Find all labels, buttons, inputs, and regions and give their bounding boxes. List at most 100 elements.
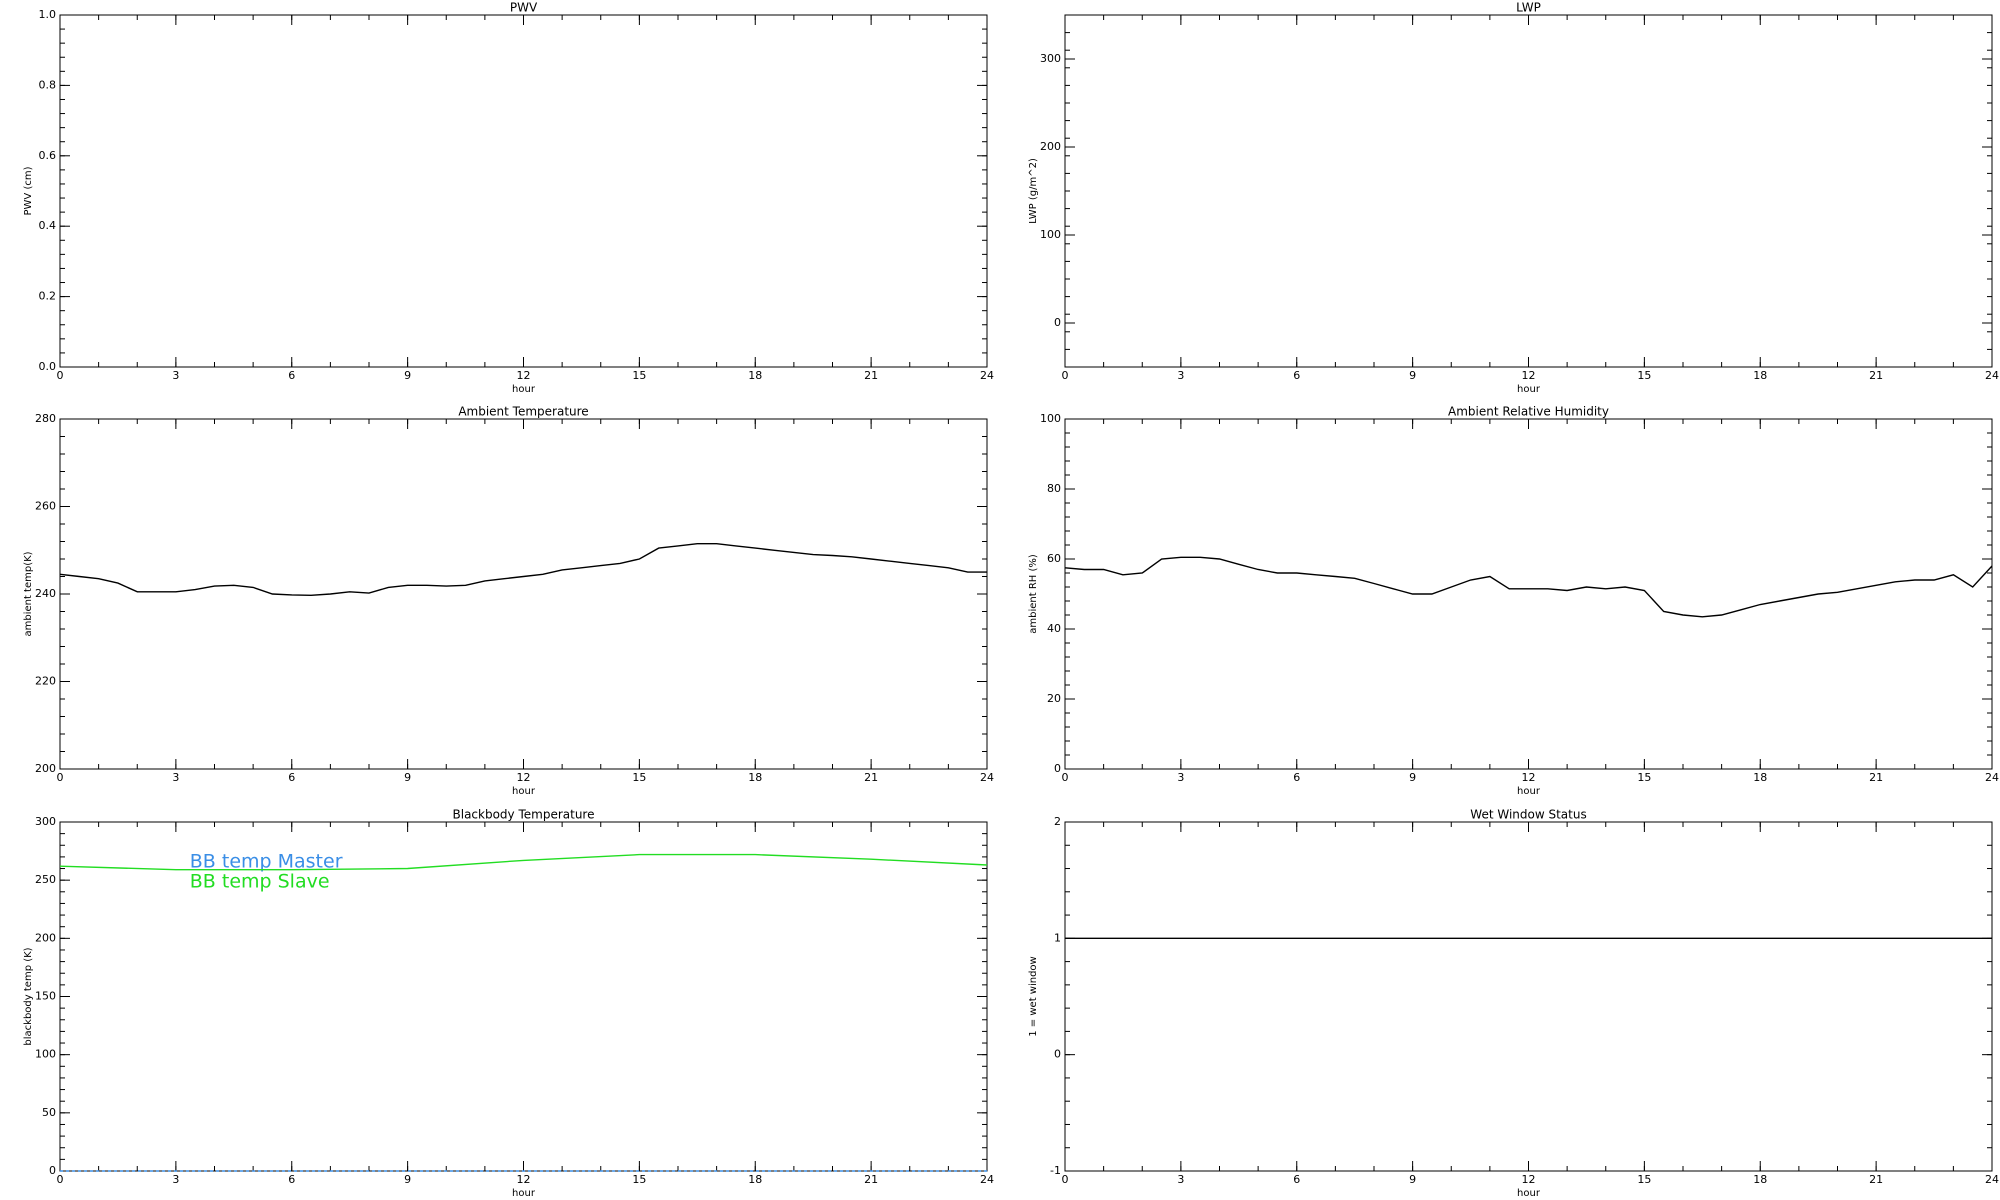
y-axis-label: 1 = wet window <box>1028 956 1039 1036</box>
y-tick-label: 80 <box>1047 482 1061 495</box>
x-tick-label: 18 <box>748 771 762 784</box>
x-tick-label: 12 <box>1522 1173 1536 1186</box>
plot-frame <box>59 418 988 770</box>
x-tick-label: 24 <box>980 771 994 784</box>
y-tick-label: 0 <box>1054 316 1061 329</box>
x-tick-label: 0 <box>57 369 64 382</box>
y-tick-label: 200 <box>35 931 56 944</box>
x-tick-label: 3 <box>1177 1173 1184 1186</box>
y-tick-label: 100 <box>1040 228 1061 241</box>
x-tick-label: 0 <box>57 1173 64 1186</box>
y-tick-label: 0.4 <box>39 219 57 232</box>
x-tick-label: 0 <box>1062 771 1069 784</box>
plot-frame <box>1064 418 1993 770</box>
x-tick-label: 15 <box>1637 369 1651 382</box>
y-tick-label: 2 <box>1054 815 1061 828</box>
x-tick-label: 0 <box>57 771 64 784</box>
x-axis-label: hour <box>1517 786 1541 797</box>
x-axis-label: hour <box>512 1188 536 1199</box>
y-tick-label: 60 <box>1047 552 1061 565</box>
y-tick-label: 0.8 <box>39 78 57 91</box>
y-tick-label: 1.0 <box>39 8 57 21</box>
x-tick-label: 15 <box>632 1173 646 1186</box>
chart-title: Wet Window Status <box>1470 808 1586 822</box>
y-tick-label: 0.2 <box>39 290 57 303</box>
chart-title: Ambient Temperature <box>458 405 588 419</box>
x-axis-label: hour <box>1517 1188 1541 1199</box>
y-tick-label: 250 <box>35 873 56 886</box>
x-tick-label: 6 <box>288 771 295 784</box>
y-tick-label: 0 <box>49 1164 56 1177</box>
chart-title: LWP <box>1516 1 1541 15</box>
x-tick-label: 6 <box>288 369 295 382</box>
y-axis-label: ambient temp(K) <box>23 551 34 636</box>
x-tick-label: 24 <box>1985 369 1999 382</box>
data-line <box>1064 556 1993 618</box>
x-tick-label: 21 <box>1869 1173 1883 1186</box>
data-line <box>59 543 987 597</box>
x-tick-label: 9 <box>1409 1173 1416 1186</box>
x-tick-label: 12 <box>517 1173 531 1186</box>
x-tick-label: 24 <box>980 1173 994 1186</box>
x-tick-label: 0 <box>1062 369 1069 382</box>
y-tick-label: 200 <box>1040 140 1061 153</box>
y-tick-label: 50 <box>42 1106 56 1119</box>
chart-title: Ambient Relative Humidity <box>1448 405 1609 419</box>
y-tick-label: 240 <box>35 587 56 600</box>
x-axis-label: hour <box>512 384 536 395</box>
x-tick-label: 24 <box>1985 1173 1999 1186</box>
y-tick-label: 200 <box>35 762 56 775</box>
x-tick-label: 9 <box>404 771 411 784</box>
x-tick-label: 24 <box>1985 771 1999 784</box>
y-tick-label: -1 <box>1050 1164 1061 1177</box>
plot-frame <box>1064 14 1993 368</box>
x-tick-label: 12 <box>517 771 531 784</box>
x-tick-label: 15 <box>1637 771 1651 784</box>
legend-entry: BB temp Master <box>190 851 343 873</box>
x-tick-label: 21 <box>864 771 878 784</box>
x-tick-label: 3 <box>1177 369 1184 382</box>
plot-frame <box>1064 821 1993 1172</box>
x-tick-label: 18 <box>1753 771 1767 784</box>
x-tick-label: 6 <box>1293 369 1300 382</box>
y-tick-label: 300 <box>35 815 56 828</box>
x-tick-label: 18 <box>748 369 762 382</box>
x-tick-label: 15 <box>1637 1173 1651 1186</box>
x-tick-label: 18 <box>748 1173 762 1186</box>
x-tick-label: 9 <box>1409 771 1416 784</box>
x-tick-label: 12 <box>1522 771 1536 784</box>
y-axis-label: LWP (g/m^2) <box>1028 158 1039 224</box>
x-tick-label: 6 <box>1293 1173 1300 1186</box>
x-tick-label: 21 <box>864 369 878 382</box>
x-tick-label: 3 <box>172 1173 179 1186</box>
y-tick-label: 220 <box>35 675 56 688</box>
plot-frame <box>59 14 988 368</box>
x-tick-label: 12 <box>517 369 531 382</box>
x-tick-label: 12 <box>1522 369 1536 382</box>
x-tick-label: 15 <box>632 771 646 784</box>
y-tick-label: 100 <box>1040 412 1061 425</box>
x-axis-label: hour <box>512 786 536 797</box>
x-tick-label: 21 <box>1869 771 1883 784</box>
y-tick-label: 20 <box>1047 692 1061 705</box>
y-tick-label: 260 <box>35 500 56 513</box>
x-tick-label: 18 <box>1753 1173 1767 1186</box>
y-tick-label: 1 <box>1054 931 1061 944</box>
x-axis-label: hour <box>1517 384 1541 395</box>
y-tick-label: 100 <box>35 1048 56 1061</box>
x-tick-label: 24 <box>980 369 994 382</box>
chart-title: Blackbody Temperature <box>453 808 595 822</box>
y-tick-label: 0.6 <box>39 149 57 162</box>
x-tick-label: 0 <box>1062 1173 1069 1186</box>
y-tick-label: 40 <box>1047 622 1061 635</box>
x-tick-label: 9 <box>404 369 411 382</box>
y-tick-label: 0 <box>1054 762 1061 775</box>
x-tick-label: 18 <box>1753 369 1767 382</box>
y-tick-label: 280 <box>35 412 56 425</box>
y-axis-label: blackbody temp (K) <box>23 947 34 1045</box>
x-tick-label: 21 <box>1869 369 1883 382</box>
x-tick-label: 6 <box>288 1173 295 1186</box>
chart-title: PWV <box>510 1 538 15</box>
